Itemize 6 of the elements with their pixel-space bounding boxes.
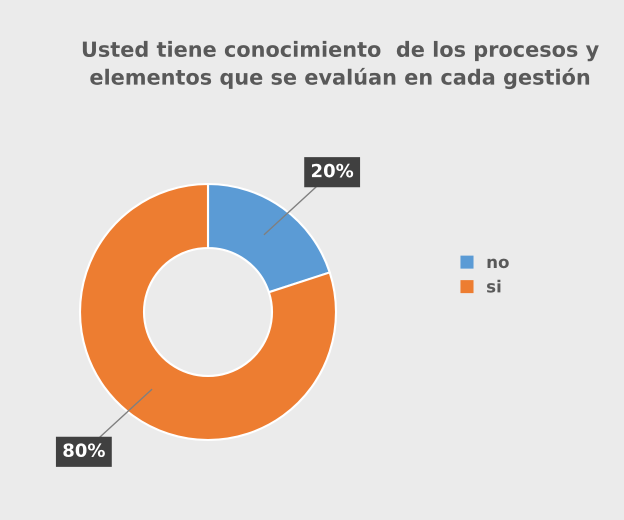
legend-label: si <box>487 280 500 293</box>
data-label: 20% <box>312 164 354 178</box>
donut-slice <box>78 182 338 442</box>
data-label: 80% <box>63 443 105 458</box>
legend-label: no <box>488 258 509 268</box>
chart-title: Usted tiene conocimiento de los procesos y elementos que se evalúan en cada gestión <box>82 40 599 90</box>
